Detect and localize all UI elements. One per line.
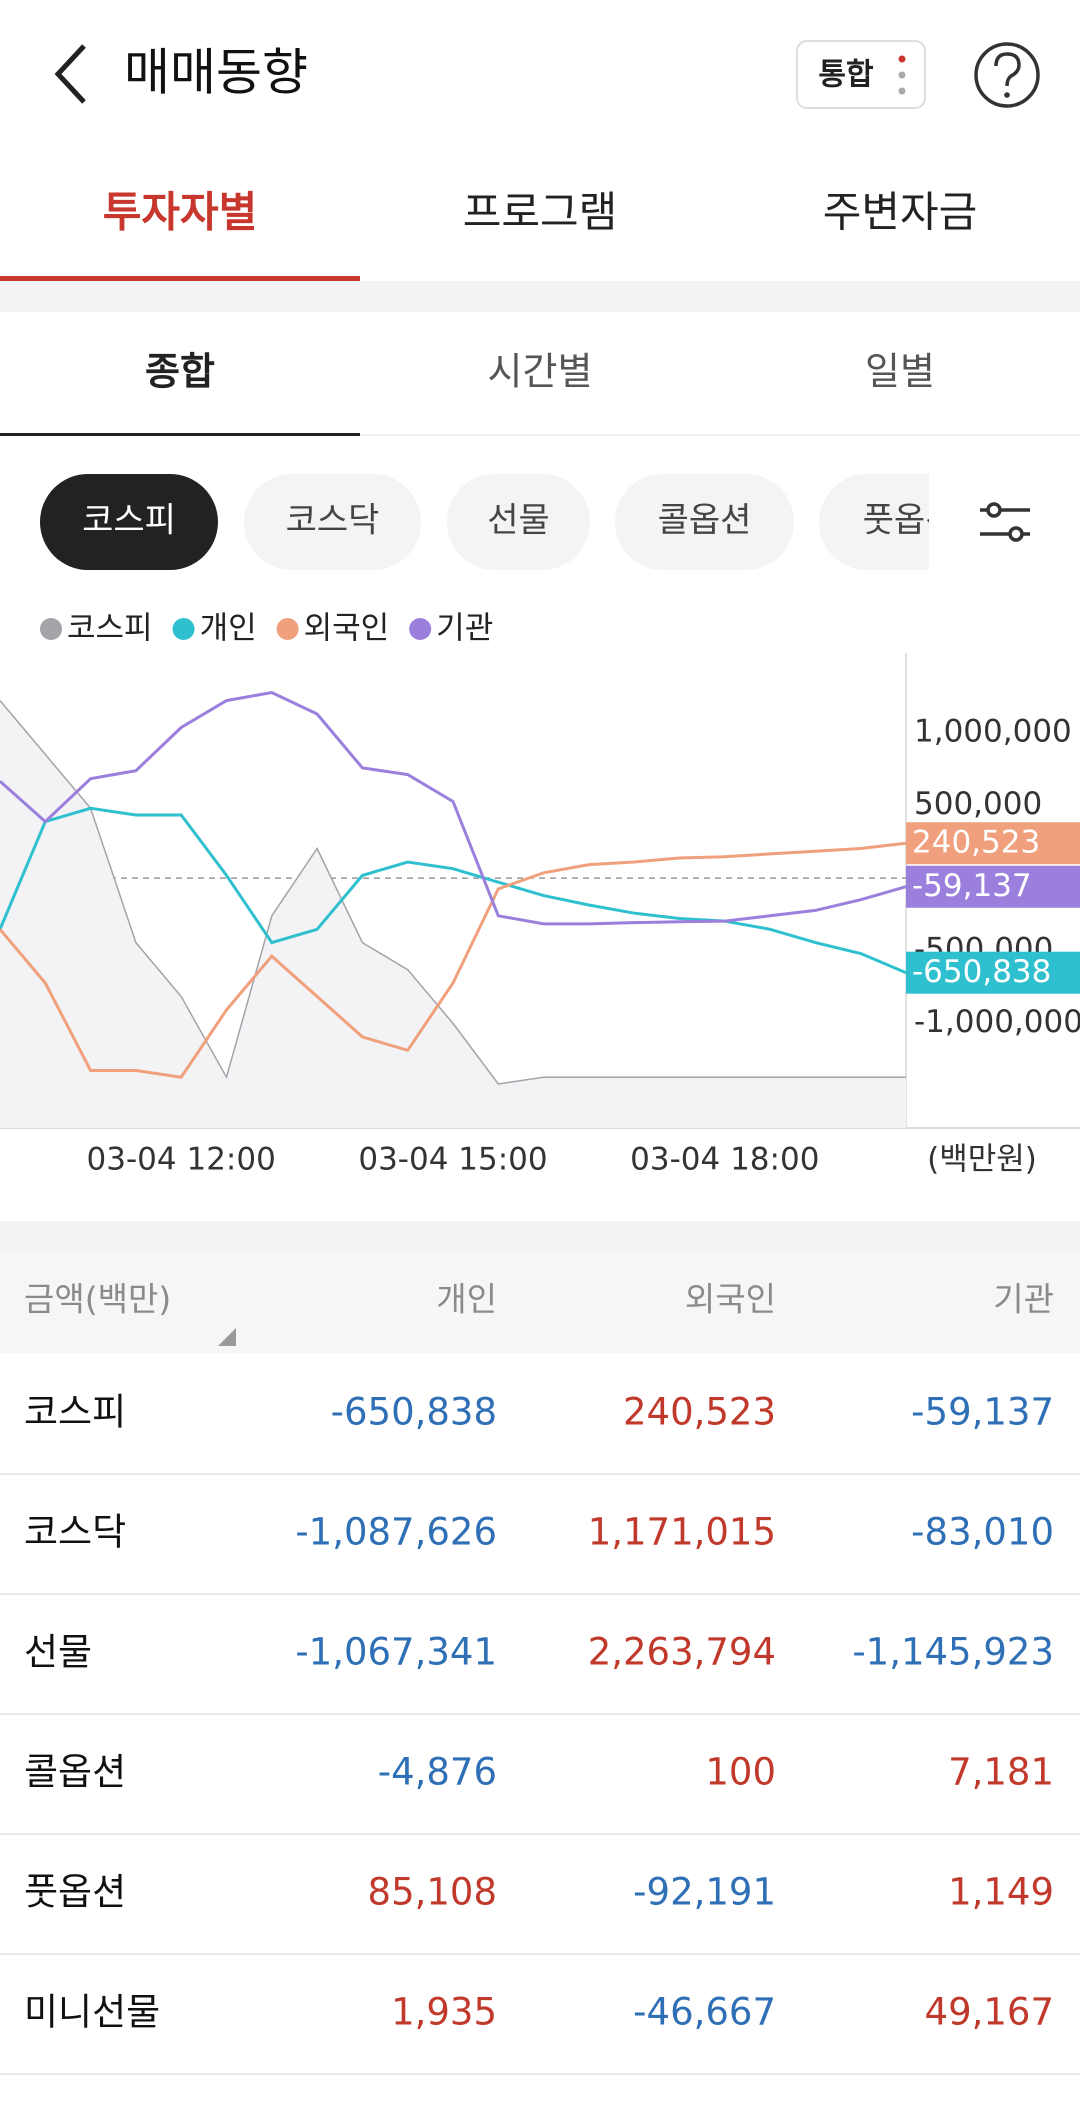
row-label: 콜옵션 bbox=[24, 1751, 126, 1794]
tab-bar: 투자자별 프로그램 주변자금 bbox=[103, 188, 978, 237]
legend-marker bbox=[40, 618, 62, 640]
table-cell: 1,149 bbox=[948, 1871, 1054, 1914]
table-cell: -46,667 bbox=[633, 1991, 776, 2034]
table-header-cell: 기관 bbox=[993, 1280, 1054, 1319]
x-tick-label: 03-04 12:00 bbox=[87, 1142, 276, 1178]
legend-label: 개인 bbox=[200, 611, 257, 647]
x-tick-label: 03-04 18:00 bbox=[630, 1142, 819, 1178]
value-badge bbox=[906, 865, 1080, 908]
page-title: 매매동향 bbox=[124, 44, 308, 102]
subtab[interactable]: 일별 bbox=[865, 350, 935, 394]
table-cell: 85,108 bbox=[368, 1871, 497, 1914]
tab[interactable]: 프로그램 bbox=[463, 188, 618, 237]
back-button[interactable] bbox=[54, 44, 86, 104]
chip-bar: 코스피 코스닥 선물 콜옵션 풋옵션 bbox=[40, 474, 1000, 570]
table-header-cell: 외국인 bbox=[685, 1280, 776, 1319]
legend-label: 코스피 bbox=[67, 611, 153, 647]
table-cell: 2,263,794 bbox=[588, 1631, 776, 1674]
toggle-label: 통합 bbox=[818, 58, 874, 93]
table-cell: -4,876 bbox=[378, 1751, 497, 1794]
y-tick-label: -1,000,000 bbox=[914, 1004, 1080, 1040]
table-cell: -1,087,626 bbox=[295, 1511, 497, 1554]
legend-marker bbox=[276, 618, 299, 640]
chip[interactable] bbox=[615, 474, 794, 570]
y-tick-label: 1,000,000 bbox=[914, 713, 1072, 749]
value-label: -59,137 bbox=[912, 868, 1032, 904]
legend: 코스피 개인 외국인 기관 bbox=[40, 611, 493, 647]
y-tick-label: 500,000 bbox=[914, 786, 1042, 822]
filter-button[interactable] bbox=[980, 502, 1030, 542]
table-cell: -92,191 bbox=[633, 1871, 776, 1914]
help-icon bbox=[994, 52, 1021, 87]
table-cell: -1,145,923 bbox=[852, 1631, 1054, 1674]
series-line bbox=[0, 806, 907, 975]
tab-indicator bbox=[0, 276, 360, 281]
legend-marker bbox=[409, 618, 432, 640]
table-cell: 7,181 bbox=[948, 1751, 1054, 1794]
subtab-bar: 종합 시간별 일별 bbox=[145, 350, 935, 394]
divider bbox=[0, 434, 1080, 436]
legend-marker bbox=[172, 618, 195, 640]
subtab[interactable]: 종합 bbox=[145, 350, 215, 394]
dot bbox=[898, 87, 906, 95]
table-cell: 1,935 bbox=[391, 1991, 497, 2034]
value-label: -650,838 bbox=[912, 954, 1051, 990]
sort-icon[interactable] bbox=[218, 1328, 236, 1346]
table-cell: -1,067,341 bbox=[295, 1631, 497, 1674]
subtab[interactable]: 시간별 bbox=[488, 350, 593, 394]
row-label: 코스피 bbox=[24, 1391, 126, 1434]
filter-knob bbox=[1008, 526, 1024, 542]
filter-knob bbox=[986, 502, 1002, 518]
dot bbox=[898, 55, 906, 63]
chip[interactable] bbox=[40, 474, 218, 570]
value-label: 240,523 bbox=[912, 825, 1040, 861]
separator bbox=[0, 1221, 1080, 1252]
legend-label: 기관 bbox=[436, 611, 493, 647]
chip-label: 코스피 bbox=[82, 501, 176, 541]
series-line bbox=[0, 841, 907, 1079]
row-label: 코스닥 bbox=[24, 1511, 126, 1554]
table-cell: 100 bbox=[705, 1751, 776, 1794]
table-cell: 49,167 bbox=[925, 1991, 1054, 2034]
unit-label: (백만원) bbox=[927, 1142, 1037, 1178]
series-line bbox=[0, 700, 906, 1085]
series-area bbox=[0, 700, 906, 1128]
x-tick-label: 03-04 15:00 bbox=[358, 1142, 547, 1178]
table-cell: 240,523 bbox=[623, 1391, 776, 1434]
row-label: 미니선물 bbox=[24, 1991, 160, 2034]
row-label: 선물 bbox=[24, 1631, 92, 1674]
help-button[interactable] bbox=[974, 42, 1040, 108]
chip[interactable] bbox=[244, 474, 421, 570]
dot bbox=[898, 71, 906, 79]
help-icon-dot bbox=[1004, 92, 1010, 98]
series-line bbox=[0, 690, 907, 926]
row-label: 풋옵션 bbox=[24, 1871, 126, 1914]
chip[interactable] bbox=[447, 474, 590, 570]
table-cell: -59,137 bbox=[911, 1391, 1054, 1434]
table-header-bg bbox=[0, 1252, 1080, 1353]
table-cell: -83,010 bbox=[911, 1511, 1054, 1554]
table-header-cell: 개인 bbox=[436, 1280, 497, 1319]
table-cell: 1,171,015 bbox=[588, 1511, 776, 1554]
chip-label: 코스닥 bbox=[286, 501, 380, 541]
value-badge bbox=[906, 822, 1080, 865]
value-badge bbox=[906, 951, 1080, 994]
legend-label: 외국인 bbox=[304, 611, 390, 647]
chip-fade bbox=[929, 470, 1080, 574]
chart: 1,000,000500,000-500,000-1,000,00003-04 … bbox=[0, 653, 1080, 1178]
subtab-indicator bbox=[0, 433, 360, 436]
tab[interactable]: 주변자금 bbox=[823, 188, 978, 237]
separator bbox=[0, 281, 1080, 312]
table-cell: -650,838 bbox=[331, 1391, 497, 1434]
tab[interactable]: 투자자별 bbox=[103, 188, 258, 237]
toggle-button[interactable] bbox=[796, 40, 926, 109]
table-header-cell: 금액(백만) bbox=[24, 1280, 171, 1319]
chip-label: 콜옵션 bbox=[658, 501, 752, 541]
chip-label: 선물 bbox=[487, 501, 550, 541]
